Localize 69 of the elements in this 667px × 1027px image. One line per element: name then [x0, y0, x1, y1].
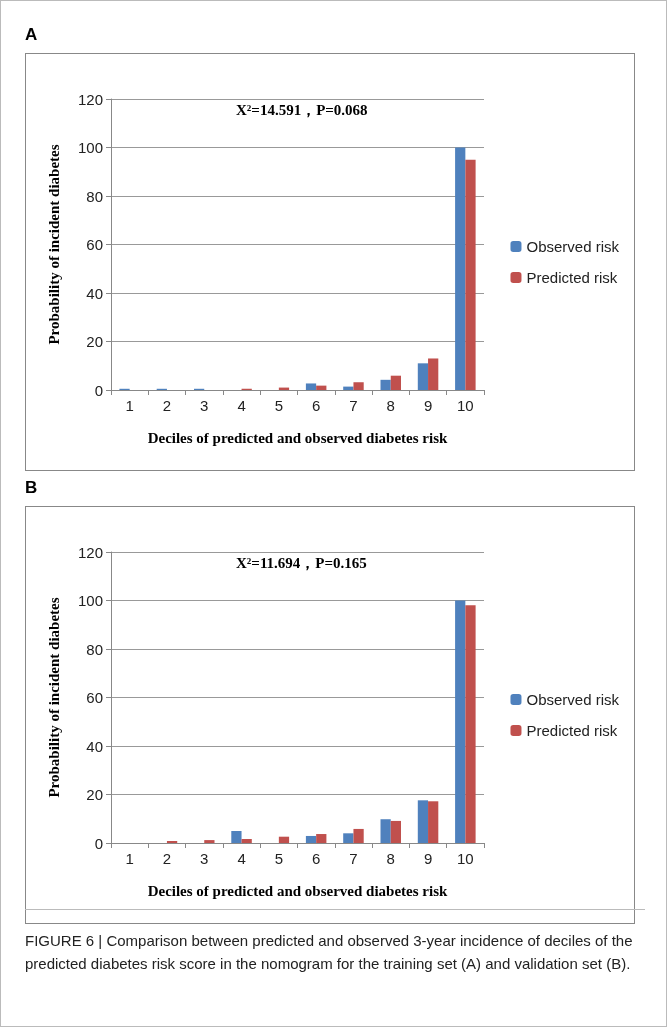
bar — [204, 840, 215, 843]
chart-title: A — [25, 25, 38, 45]
bar — [316, 834, 327, 843]
x-tick-label: 6 — [311, 850, 321, 867]
bar — [305, 383, 317, 390]
x-tick-label: 5 — [274, 850, 284, 867]
bar — [353, 382, 364, 390]
legend-label: Predicted risk — [526, 269, 618, 286]
y-tick-label: 60 — [86, 236, 103, 253]
x-tick-label: 7 — [349, 397, 358, 414]
y-tick-label: 40 — [86, 284, 103, 302]
bar — [353, 828, 364, 843]
y-tick-label: 60 — [86, 689, 103, 706]
bar — [417, 363, 429, 390]
annotation: X²=14.591，P=0.068 — [236, 101, 368, 118]
y-axis-title: Probability of incident diabetes — [45, 597, 62, 798]
bar — [343, 833, 354, 843]
annotation: X²=11.694，P=0.165 — [236, 554, 367, 571]
x-tick-label: 7 — [349, 850, 358, 867]
y-tick-label: 100 — [77, 139, 103, 156]
x-tick-label: 3 — [200, 397, 209, 414]
y-tick-label: 40 — [86, 737, 103, 755]
x-tick-label: 2 — [162, 850, 172, 867]
y-tick-label: 0 — [94, 834, 103, 852]
x-tick-label: 3 — [200, 850, 209, 867]
legend-label: Observed risk — [526, 238, 620, 255]
y-tick-label: 20 — [86, 786, 103, 803]
bar — [417, 800, 429, 843]
x-tick-label: 1 — [125, 850, 134, 867]
bar — [380, 379, 391, 390]
y-tick-label: 0 — [94, 381, 103, 399]
x-tick-label: 4 — [237, 850, 246, 867]
bar — [380, 819, 391, 843]
x-axis-title: Deciles of predicted and observed diabetes risk — [147, 429, 449, 446]
y-tick-label: 80 — [86, 640, 103, 658]
bar — [278, 836, 290, 843]
x-axis-title: Deciles of predicted and observed diabetes risk — [147, 882, 449, 899]
y-tick-label: 80 — [86, 187, 103, 205]
x-tick-label: 8 — [386, 850, 395, 867]
x-tick-label: 10 — [457, 397, 474, 414]
bar — [428, 358, 439, 390]
x-tick-label: 9 — [423, 850, 433, 867]
chart-title: B — [25, 478, 38, 498]
bar — [455, 147, 466, 390]
bar — [428, 801, 439, 843]
legend-label: Observed risk — [526, 691, 620, 708]
y-axis-title: Probability of incident diabetes — [45, 144, 62, 345]
caption: FIGURE 6 | Comparison between predicted and observed 3-year incidence of deciles of the predicted diabetes risk score in the nomogram for the training set (A) and validation set (B). — [25, 931, 634, 974]
bar — [455, 600, 466, 843]
y-tick-label: 120 — [77, 90, 103, 108]
bar — [390, 820, 402, 843]
x-tick-label: 1 — [125, 397, 134, 414]
bar — [465, 605, 476, 843]
y-tick-label: 100 — [77, 592, 103, 609]
x-tick-label: 6 — [311, 397, 321, 414]
y-tick-label: 120 — [77, 543, 103, 561]
x-tick-label: 4 — [237, 397, 246, 414]
x-tick-label: 2 — [162, 397, 172, 414]
legend-label: Predicted risk — [526, 722, 618, 739]
x-tick-label: 9 — [423, 397, 433, 414]
bar — [241, 838, 252, 843]
x-tick-label: 8 — [386, 397, 395, 414]
bar — [231, 831, 242, 843]
x-tick-label: 10 — [457, 850, 474, 867]
bar — [390, 375, 402, 390]
x-tick-label: 5 — [274, 397, 284, 414]
bar — [465, 159, 476, 390]
bar — [305, 835, 317, 843]
y-tick-label: 20 — [86, 333, 103, 350]
